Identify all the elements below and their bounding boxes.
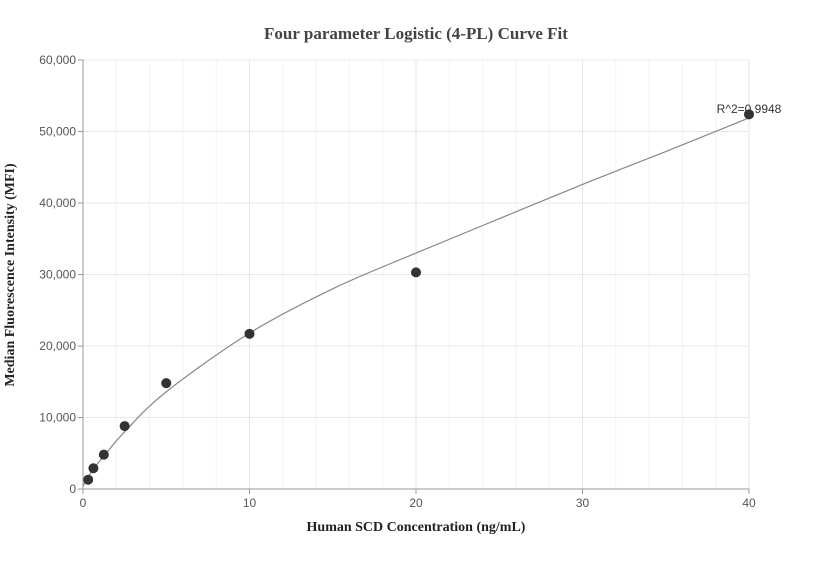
data-point [83,474,94,485]
data-point [161,378,172,389]
r-squared-annotation: R^2=0.9948 [717,102,782,116]
y-tick-label: 10,000 [39,411,76,425]
y-tick-label: 50,000 [39,125,76,139]
data-point [88,463,99,474]
y-axis-label: Median Fluorescence Intensity (MFI) [3,163,18,387]
y-tick-label: 40,000 [39,196,76,210]
x-axis-label: Human SCD Concentration (ng/mL) [307,520,526,535]
x-tick-label: 20 [409,496,423,510]
points-layer [83,109,754,485]
data-point [244,328,255,339]
axes-layer: 0 10,000 20,000 30,000 40,000 50,000 60,000 0 10… [39,53,756,510]
y-tick-label: 0 [69,482,76,496]
x-tick-label: 10 [243,496,257,510]
y-tick-label: 30,000 [39,268,76,282]
x-tick-label: 40 [742,496,756,510]
data-point [411,267,421,278]
y-tick-label: 60,000 [39,53,76,67]
data-point [119,421,130,432]
y-tick-label: 20,000 [39,339,76,353]
data-point [744,109,754,120]
chart-title: Four parameter Logistic (4-PL) Curve Fit [264,24,568,43]
x-tick-label: 30 [576,496,590,510]
x-tick-label: 0 [80,496,87,510]
data-point [98,449,109,460]
